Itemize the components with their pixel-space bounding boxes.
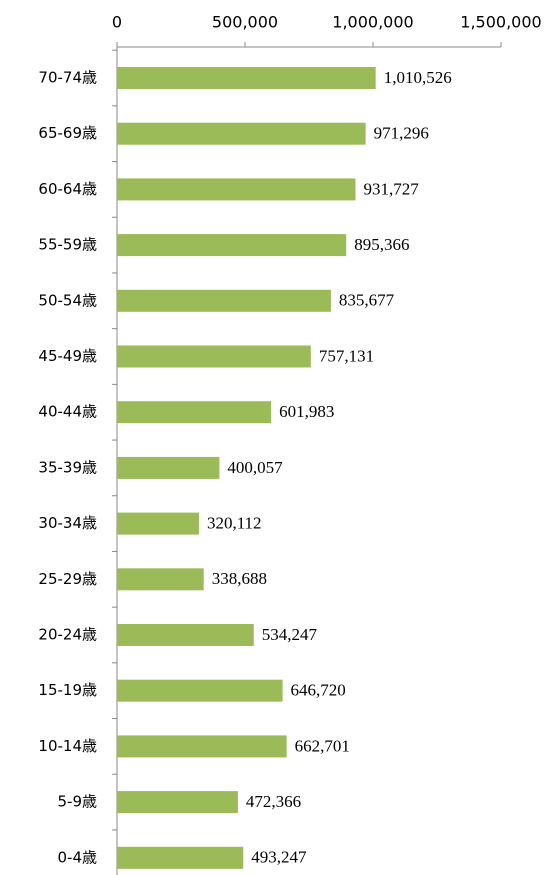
bar [117, 67, 376, 89]
value-label: 338,688 [212, 569, 267, 588]
y-tick-label: 40-44歳 [38, 403, 97, 421]
value-label: 493,247 [251, 848, 307, 867]
value-label: 757,131 [319, 346, 374, 365]
bar [117, 122, 366, 145]
bar [117, 735, 287, 758]
x-tick-label: 500,000 [212, 13, 278, 32]
bar [117, 846, 244, 869]
y-tick-label: 35-39歳 [38, 458, 97, 476]
y-tick-label: 60-64歳 [38, 180, 97, 198]
value-label: 971,296 [374, 124, 429, 143]
bar [117, 679, 283, 702]
bar [117, 178, 356, 201]
value-label: 601,983 [279, 402, 334, 421]
y-tick-label: 70-74歳 [38, 69, 97, 87]
y-tick-label: 10-14歳 [38, 737, 97, 755]
y-tick-label: 0-4歳 [58, 848, 98, 866]
y-tick-label: 15-19歳 [38, 681, 97, 699]
bar [117, 345, 311, 368]
bar [117, 512, 199, 535]
y-tick-label: 65-69歳 [38, 124, 97, 142]
value-label: 835,677 [339, 291, 395, 310]
y-tick-label: 5-9歳 [58, 793, 98, 811]
y-tick-label: 20-24歳 [38, 626, 97, 644]
bar [117, 791, 238, 814]
value-label: 895,366 [354, 235, 409, 254]
x-tick-label: 1,000,000 [332, 13, 413, 32]
bar [117, 289, 331, 312]
x-tick-label: 0 [112, 13, 122, 32]
y-tick-label: 45-49歳 [38, 347, 97, 365]
value-label: 931,727 [364, 179, 420, 198]
bar [117, 624, 254, 646]
value-label: 400,057 [227, 458, 283, 477]
value-label: 472,366 [246, 792, 301, 811]
y-tick-label: 55-59歳 [38, 236, 97, 254]
bar [117, 568, 204, 591]
y-tick-label: 30-34歳 [38, 514, 97, 532]
bar [117, 401, 272, 424]
value-label: 534,247 [262, 625, 318, 644]
value-label: 320,112 [207, 514, 262, 533]
y-tick-label: 25-29歳 [38, 570, 97, 588]
x-tick-label: 1,500,000 [460, 13, 541, 32]
y-tick-label: 50-54歳 [38, 291, 97, 309]
value-label: 1,010,526 [384, 68, 452, 87]
bar [117, 456, 220, 479]
value-label: 646,720 [291, 681, 346, 700]
bar [117, 234, 347, 257]
value-label: 662,701 [295, 736, 350, 755]
